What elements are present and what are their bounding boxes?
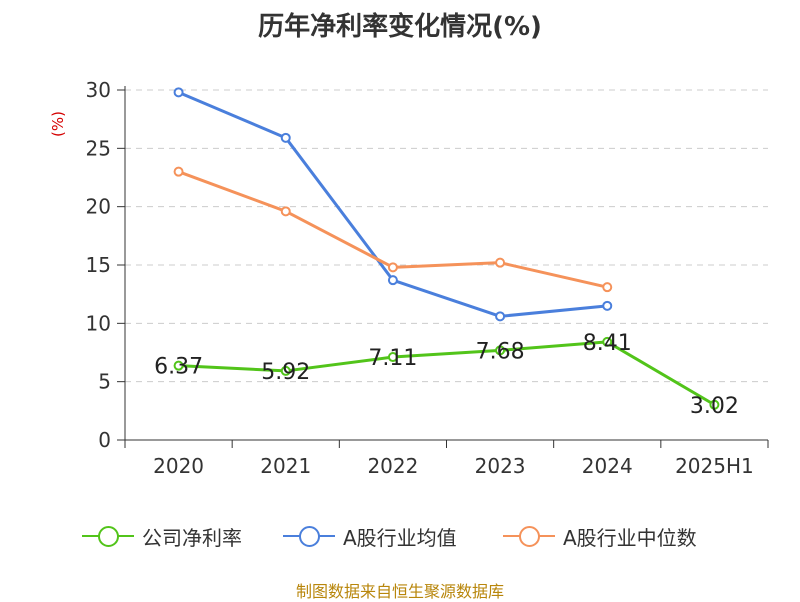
data-point-series1 — [173, 87, 184, 98]
legend-swatch-industry-median — [503, 521, 555, 551]
x-tick-label: 2022 — [367, 454, 418, 478]
data-point-series0 — [280, 365, 291, 376]
data-label: 6.37 — [154, 355, 203, 380]
data-label: 8.41 — [583, 331, 632, 356]
x-tick-label: 2020 — [153, 454, 204, 478]
x-tick-label: 2023 — [475, 454, 526, 478]
data-point-series2 — [387, 262, 398, 273]
legend-swatch-company — [82, 521, 134, 551]
x-tick-label: 2025H1 — [675, 454, 754, 478]
legend-label-industry-median: A股行业中位数 — [563, 525, 697, 550]
data-point-series1 — [495, 311, 506, 322]
data-source: 制图数据来自恒生聚源数据库 — [295, 582, 504, 601]
y-tick-label: 30 — [86, 78, 111, 102]
legend-swatch-industry-mean — [283, 521, 335, 551]
data-point-series1 — [602, 300, 613, 311]
data-label: 7.68 — [476, 339, 525, 364]
data-point-series0 — [709, 399, 720, 410]
data-point-series0 — [495, 345, 506, 356]
series-line-0 — [178, 340, 716, 407]
chart-title: 历年净利率变化情况(%) — [258, 12, 542, 42]
data-point-series2 — [280, 206, 291, 217]
data-label: 3.02 — [690, 394, 739, 419]
legend-item-industry-mean[interactable]: A股行业均值 — [283, 521, 457, 551]
data-point-series0 — [173, 360, 184, 371]
data-point-series1 — [280, 132, 291, 143]
data-point-series1 — [387, 275, 398, 286]
data-label: 7.11 — [368, 346, 417, 371]
legend-item-company[interactable]: 公司净利率 — [82, 521, 242, 551]
data-point-series2 — [602, 282, 613, 293]
y-tick-label: 25 — [86, 136, 111, 160]
data-label: 5.92 — [261, 360, 310, 385]
y-tick-label: 5 — [98, 370, 111, 394]
data-point-series2 — [495, 257, 506, 268]
legend-label-industry-mean: A股行业均值 — [343, 525, 457, 550]
legend-label-company: 公司净利率 — [142, 525, 242, 550]
y-tick-label: 15 — [86, 253, 111, 277]
x-tick-label: 2024 — [582, 454, 633, 478]
data-point-series0 — [387, 352, 398, 363]
y-tick-label: 20 — [86, 195, 111, 219]
x-tick-label: 2021 — [260, 454, 311, 478]
data-point-series2 — [173, 166, 184, 177]
legend-item-industry-median[interactable]: A股行业中位数 — [503, 521, 697, 551]
data-point-series0 — [602, 336, 613, 347]
y-tick-label: 10 — [86, 311, 111, 335]
y-tick-label: 0 — [98, 428, 111, 452]
